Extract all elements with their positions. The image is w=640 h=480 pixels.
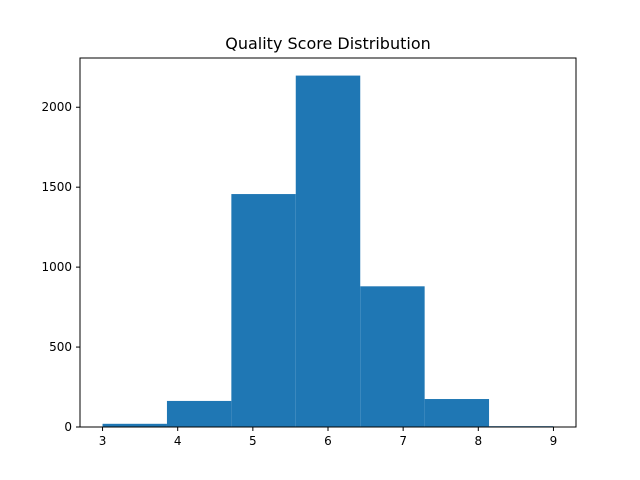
- histogram-bar-3: [231, 194, 296, 427]
- histogram-bar-2: [166, 400, 232, 427]
- x-tick-label: 9: [550, 434, 558, 448]
- x-tick-label: 7: [399, 434, 407, 448]
- histogram-bar-1: [102, 423, 167, 427]
- histogram-bar-4: [295, 75, 361, 427]
- y-tick-label: 0: [64, 420, 72, 434]
- y-tick-label: 1000: [41, 260, 72, 274]
- x-tick-label: 5: [249, 434, 257, 448]
- x-tick-label: 8: [474, 434, 482, 448]
- x-tick-label: 3: [99, 434, 107, 448]
- histogram-bar-5: [360, 286, 425, 427]
- y-tick-label: 500: [49, 340, 72, 354]
- y-tick-label: 1500: [41, 180, 72, 194]
- y-tick-label: 2000: [41, 100, 72, 114]
- plot-frame: [79, 57, 577, 428]
- x-axis: 3 4 5 6 7 8 9: [99, 427, 558, 448]
- x-tick-label: 6: [324, 434, 332, 448]
- histogram-bar-6: [424, 399, 490, 427]
- bars-group: [102, 75, 554, 427]
- y-axis: 0 500 1000 1500 2000: [41, 100, 80, 434]
- chart-title: Quality Score Distribution: [225, 34, 431, 53]
- x-tick-label: 4: [174, 434, 182, 448]
